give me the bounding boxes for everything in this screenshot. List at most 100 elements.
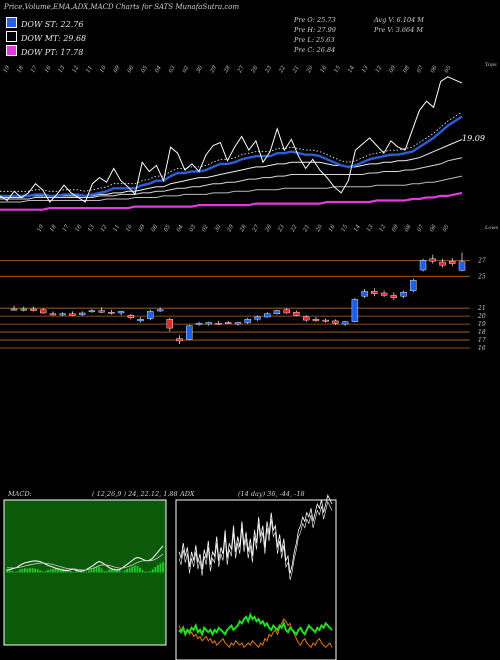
- legend-dow-mt: DOW MT: 29.68: [6, 31, 86, 43]
- candle-down: [332, 320, 339, 324]
- candle-up: [254, 316, 261, 320]
- candle-up: [78, 312, 86, 315]
- candle-down: [127, 315, 135, 318]
- legend-dow-pt: DOW PT: 17.78: [6, 45, 83, 57]
- candle-down: [293, 312, 300, 316]
- stat-pre-c: Pre C: 26.84: [294, 46, 336, 54]
- ema-date-top-label: 29: [209, 65, 218, 75]
- candle-up: [419, 260, 427, 271]
- price-level-label: 21: [477, 305, 486, 312]
- ema-date-top-label: 14: [347, 65, 356, 74]
- ema-date-top-label: 19: [3, 65, 12, 74]
- ema-date-top-label: 08: [402, 65, 411, 74]
- ema-date-bottom-label: 28: [239, 224, 248, 234]
- ema-date-bottom-label: 26: [264, 224, 273, 234]
- candle-up: [20, 308, 27, 311]
- candle-down: [10, 308, 18, 311]
- stat-pre-v: Pre V: 3.664 M: [374, 26, 424, 34]
- ema-date-bottom-label: 10: [125, 224, 134, 233]
- candle-up: [88, 310, 96, 313]
- ema-date-bottom-label: 05: [442, 224, 451, 233]
- ema-date-bottom-label: 12: [379, 224, 388, 233]
- ema-date-bottom-label: 09: [138, 224, 147, 233]
- adx-title: ADX: [180, 490, 195, 498]
- price-level-label: 19: [478, 321, 486, 328]
- candle-up: [361, 291, 368, 297]
- ema-date-bottom-label: 27: [251, 224, 260, 234]
- adx-line: [178, 494, 333, 574]
- stat-pre-o: Pre O: 25.73: [294, 16, 336, 24]
- candle-up: [351, 299, 359, 322]
- ema-date-top-label: 13: [58, 65, 67, 74]
- macd-plot-area: [3, 499, 167, 646]
- candle-down: [439, 261, 446, 266]
- ema-date-bottom-label: 20: [315, 224, 324, 234]
- candle-up: [341, 321, 349, 325]
- candle-down: [98, 310, 105, 313]
- ema-date-top-label: 30: [196, 65, 205, 74]
- legend-swatch-mt: [6, 31, 17, 42]
- ema-date-top-label: 28: [223, 65, 232, 75]
- ema-date-top-label: 26: [250, 65, 259, 75]
- adx-minus-di-line: [178, 618, 333, 649]
- ema-date-top-label: 18: [16, 65, 25, 74]
- ema-date-bottom-label: 06: [429, 224, 438, 233]
- candle-up: [156, 309, 164, 312]
- ema-date-top-label: 03: [168, 65, 177, 74]
- candle-up: [410, 280, 417, 291]
- ema-date-top-label: 15: [333, 65, 342, 74]
- ema-date-top-label: 21: [292, 65, 301, 75]
- ema-date-top-label: 09: [113, 65, 122, 74]
- candle-down: [283, 309, 290, 314]
- ema-last-value-label: 19.09: [462, 134, 485, 143]
- candle-up: [264, 313, 271, 318]
- ema-date-bottom-label: 18: [49, 224, 58, 233]
- ema-date-top-label: 27: [236, 65, 245, 75]
- ema-date-bottom-label: 09: [391, 224, 400, 233]
- candle-down: [176, 338, 183, 342]
- ema-date-top-label: 16: [44, 65, 53, 74]
- candle-up: [400, 292, 407, 297]
- ema-st-line: [0, 115, 463, 198]
- ema-date-top-label: 07: [416, 65, 425, 74]
- ema-date-top-label: 05: [140, 65, 149, 74]
- candle-up: [458, 261, 466, 271]
- ema-date-top-label: 05: [444, 65, 453, 74]
- ema-price-line: [0, 76, 463, 203]
- ema-date-bottom-label: 21: [302, 224, 311, 234]
- ema-date-bottom-label: 02: [201, 224, 210, 233]
- price-level-label: 27: [477, 257, 486, 264]
- ema-date-top-label: 22: [278, 65, 287, 75]
- candle-down: [371, 291, 378, 294]
- ema-date-bottom-label: 08: [404, 224, 413, 233]
- ema-date-bottom-label: 07: [417, 224, 426, 233]
- price-level-label: 16: [478, 345, 486, 352]
- ema-mid-line: [0, 138, 463, 198]
- stat-pre-h: Pre H: 27.99: [294, 26, 336, 34]
- candle-up: [244, 319, 251, 323]
- candle-down: [303, 316, 310, 321]
- ema-date-bottom-label: 23: [277, 224, 286, 234]
- legend-swatch-st: [6, 17, 17, 28]
- ema-date-top-label: 11: [85, 65, 94, 74]
- legend-st-label: DOW ST: 22.76: [21, 20, 84, 29]
- candle-down: [390, 295, 397, 298]
- ema-date-bottom-label: 06: [151, 224, 160, 233]
- ema-date-bottom-label: 03: [189, 224, 198, 233]
- candle-down: [312, 319, 320, 322]
- ema-long-line: [0, 175, 463, 203]
- legend-pt-label: DOW PT: 17.78: [21, 48, 84, 57]
- ema-date-top-label: 10: [99, 65, 108, 74]
- candle-up: [59, 313, 66, 316]
- ema-date-top-label: 09: [389, 65, 398, 74]
- ema-date-top-label: 16: [320, 65, 329, 74]
- candle-up: [205, 322, 213, 325]
- adx-panel: [175, 494, 337, 660]
- ema-date-top-label: 17: [30, 65, 39, 74]
- chart-title: Price,Volume,EMA,ADX,MACD Charts for SAT…: [4, 3, 240, 11]
- stat-avg-v: Avg V: 6.104 M: [374, 16, 424, 24]
- ema-slow-line: [0, 157, 463, 200]
- ema-date-top-label: 04: [154, 65, 163, 74]
- candle-down: [224, 322, 232, 324]
- ema-date-top-label: 06: [127, 65, 136, 74]
